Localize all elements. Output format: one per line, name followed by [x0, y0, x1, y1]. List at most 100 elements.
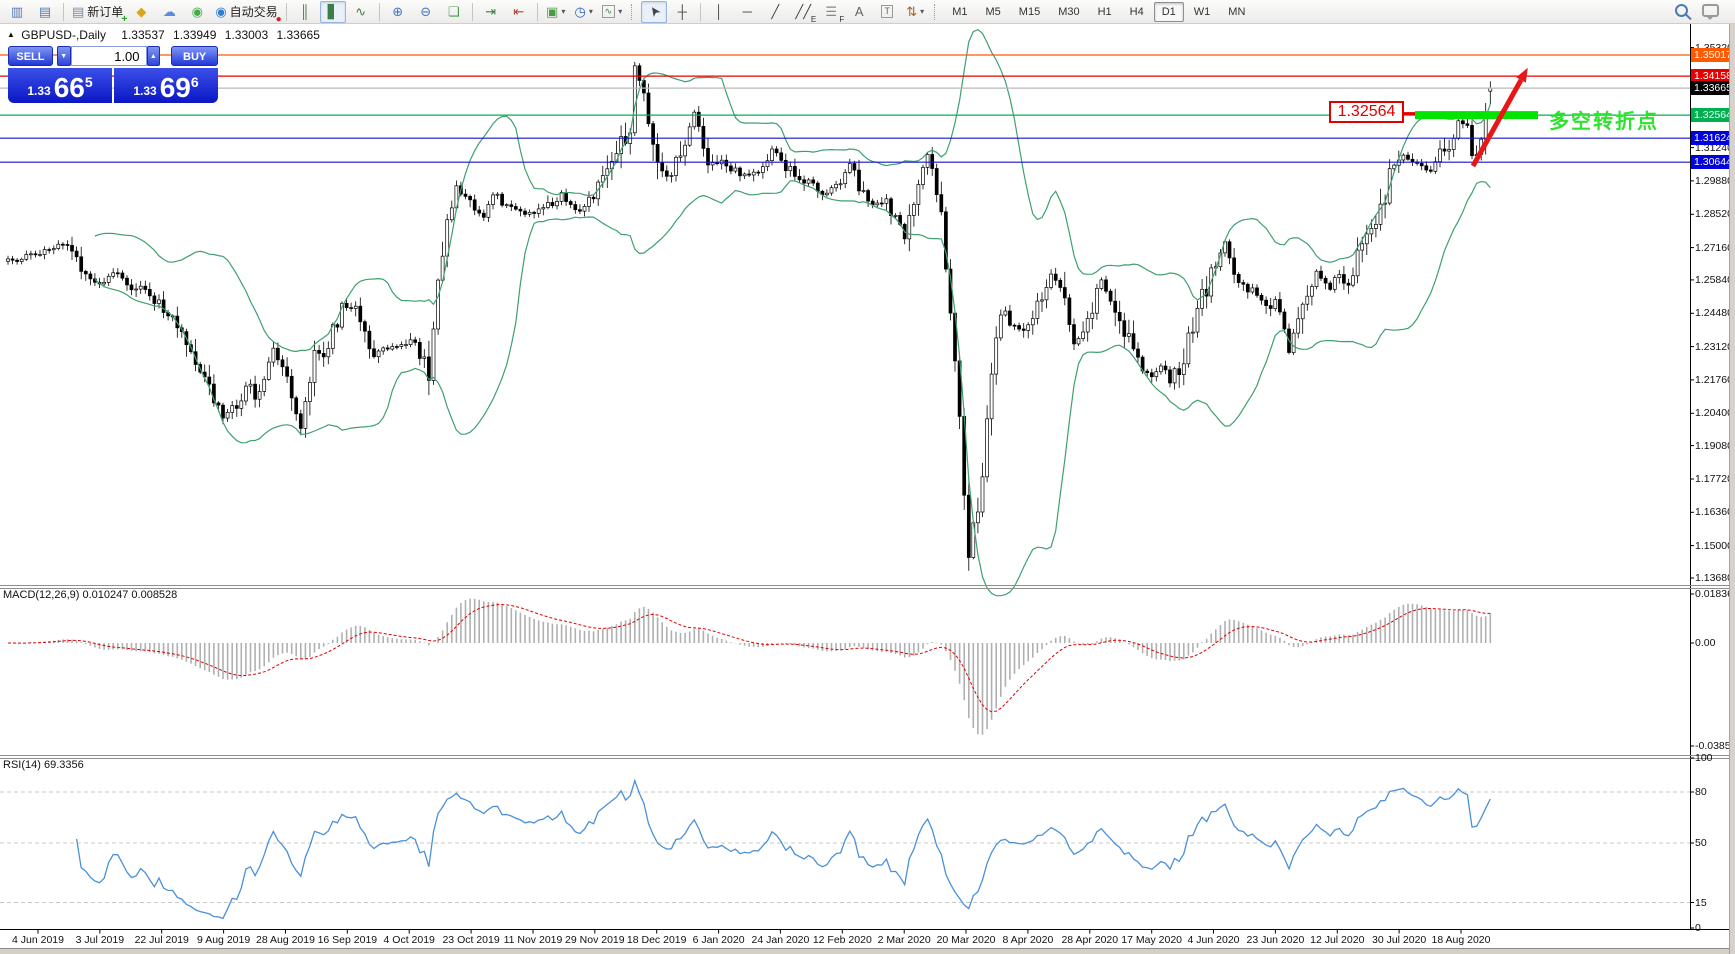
- volume-decrease-button[interactable]: ▼: [56, 46, 71, 66]
- new-order-button-glyph: ▤: [72, 4, 85, 19]
- buy-button[interactable]: BUY: [171, 46, 219, 66]
- price-axis-tick: 1.23120: [1695, 340, 1733, 353]
- line-chart-icon[interactable]: ∿: [348, 1, 374, 23]
- sell-price-panel[interactable]: 1.33 66 5: [8, 68, 112, 103]
- price-axis-badge: 1.35017: [1691, 48, 1732, 62]
- depth-of-market-icon[interactable]: ◆: [128, 1, 154, 23]
- date-axis-label: 22 Jul 2019: [134, 934, 189, 946]
- chart-shift-icon-glyph: ⇤: [513, 4, 525, 19]
- price-axis-tick: 1.17720: [1695, 472, 1733, 485]
- tf-button-W1[interactable]: W1: [1193, 5, 1211, 18]
- rsi-axis-label: 50: [1695, 837, 1707, 849]
- zoom-in-icon-glyph: ⊕: [392, 4, 404, 19]
- macd-axis-max: 0.018369: [1695, 587, 1735, 600]
- zoom-out-icon-glyph: ⊖: [420, 4, 432, 19]
- crosshair-icon[interactable]: ┼: [669, 1, 695, 23]
- trendline-icon-glyph: ╱: [771, 4, 780, 19]
- candlestick-chart-icon[interactable]: ▋: [319, 0, 346, 23]
- buy-price-pip: 6: [190, 74, 199, 90]
- tf-button-M15[interactable]: M15: [1018, 5, 1041, 18]
- tile-windows-icon[interactable]: ❏: [441, 1, 467, 23]
- auto-scroll-icon[interactable]: ⇥: [478, 1, 504, 23]
- date-axis-label: 8 Apr 2020: [1002, 934, 1054, 946]
- equidistant-channel-icon[interactable]: ╱╱ E: [790, 1, 816, 23]
- chat-icon[interactable]: [1702, 4, 1719, 20]
- tf-button-MN[interactable]: MN: [1228, 5, 1246, 18]
- indicators-icon-dropdown[interactable]: ▾: [618, 7, 623, 16]
- toolbar-separator: [700, 2, 702, 21]
- ohlc-open: 1.33537: [121, 28, 165, 42]
- data-window-icon[interactable]: ▤: [32, 1, 58, 23]
- ohlc-low: 1.33003: [224, 28, 269, 42]
- periods-icon-dropdown[interactable]: ▾: [588, 7, 593, 16]
- price-annotation-label[interactable]: 1.32564: [1329, 101, 1404, 123]
- price-axis-tick: 1.13680: [1695, 572, 1733, 584]
- macd-signal-line: [8, 604, 1491, 713]
- tf-button-H4[interactable]: H4: [1129, 5, 1144, 18]
- search-icon[interactable]: [1675, 4, 1688, 17]
- price-axis-tick: 1.29880: [1695, 174, 1733, 187]
- tf-button-H1[interactable]: H1: [1097, 5, 1112, 18]
- periods-icon[interactable]: ◷ ▾: [571, 1, 597, 23]
- trend-note: 多空转折点: [1549, 111, 1659, 133]
- volume-increase-button[interactable]: ▲: [146, 46, 161, 66]
- toolbar-grip: [934, 3, 938, 20]
- chart-header: ▲ GBPUSD-,Daily 1.33537 1.33949 1.33003 …: [7, 28, 325, 42]
- new-template-icon-dropdown[interactable]: ▾: [561, 7, 566, 16]
- label-connector-dash: [1402, 112, 1415, 116]
- new-order-button[interactable]: ▤ + 新订单: [69, 1, 127, 24]
- new-order-button-label: 新订单: [87, 5, 124, 19]
- rsi-axis-label: 100: [1695, 752, 1713, 764]
- volume-input[interactable]: [70, 46, 147, 66]
- zoom-out-icon[interactable]: ⊖: [413, 1, 439, 23]
- indicators-icon[interactable]: ∿ ▾: [599, 1, 626, 23]
- vertical-line-icon-glyph: │: [715, 4, 724, 19]
- crosshair-icon-glyph: ┼: [677, 4, 687, 19]
- date-axis-label: 30 Jul 2020: [1371, 934, 1427, 946]
- equidistant-channel-icon-sub: E: [810, 14, 817, 24]
- new-template-icon[interactable]: ▣ ▾: [543, 1, 569, 23]
- signals-icon-glyph: ◉: [191, 4, 203, 19]
- buy-price-big: 69: [159, 72, 191, 103]
- macd-axis-zero: 0.00: [1695, 637, 1716, 649]
- tf-button-M5[interactable]: M5: [985, 5, 1001, 18]
- vertical-line-icon[interactable]: │: [706, 1, 732, 23]
- price-axis-tick: 1.21760: [1695, 373, 1733, 386]
- zoom-in-icon[interactable]: ⊕: [385, 1, 411, 23]
- buy-price-panel[interactable]: 1.33 69 6: [114, 68, 218, 103]
- macd-indicator-label: MACD(12,26,9) 0.010247 0.008528: [3, 589, 178, 601]
- signals-icon[interactable]: ◉: [184, 1, 210, 23]
- horizontal-line-icon[interactable]: ─: [734, 1, 760, 23]
- fibonacci-icon[interactable]: ☰ F: [818, 1, 844, 23]
- arrows-tool-icon[interactable]: ⇅ ▾: [902, 1, 928, 23]
- toolbar-separator: [536, 2, 538, 21]
- macd-axis-min: -0.038585: [1695, 739, 1735, 752]
- price-axis-tick: 1.15000: [1695, 539, 1733, 552]
- support-bar-annotation[interactable]: [1415, 111, 1538, 120]
- virtual-hosting-icon[interactable]: ☁: [156, 1, 182, 23]
- bar-chart-icon[interactable]: ║: [292, 1, 318, 23]
- market-watch-icon[interactable]: ▥: [4, 1, 30, 23]
- tf-button-D1[interactable]: D1: [1153, 1, 1184, 22]
- tf-button-M1[interactable]: M1: [952, 5, 968, 18]
- sell-button[interactable]: SELL: [8, 46, 53, 66]
- price-axis-badge: 1.33665: [1691, 81, 1732, 96]
- toolbar-separator: [63, 2, 64, 21]
- autotrading-button[interactable]: ◉ ● 自动交易: [212, 1, 282, 25]
- date-axis-label: 11 Nov 2019: [503, 934, 563, 946]
- ohlc-close: 1.33665: [276, 28, 320, 42]
- arrows-tool-icon-dropdown[interactable]: ▾: [920, 7, 925, 16]
- text-icon[interactable]: A: [846, 1, 872, 23]
- autotrading-button-badge: ●: [275, 13, 282, 25]
- trendline-icon[interactable]: ╱: [762, 1, 788, 23]
- date-axis-label: 28 Aug 2019: [255, 934, 315, 946]
- cursor-icon[interactable]: ➤: [641, 0, 668, 23]
- chart-shift-icon[interactable]: ⇤: [506, 1, 532, 23]
- trend-arrow-shaft[interactable]: [1470, 78, 1524, 168]
- sell-price-pip: 5: [84, 74, 93, 90]
- text-label-icon[interactable]: T: [874, 1, 900, 23]
- candlestick-series: [6, 65, 1493, 558]
- date-axis-label: 12 Feb 2020: [812, 934, 872, 946]
- tf-button-M30[interactable]: M30: [1058, 5, 1080, 18]
